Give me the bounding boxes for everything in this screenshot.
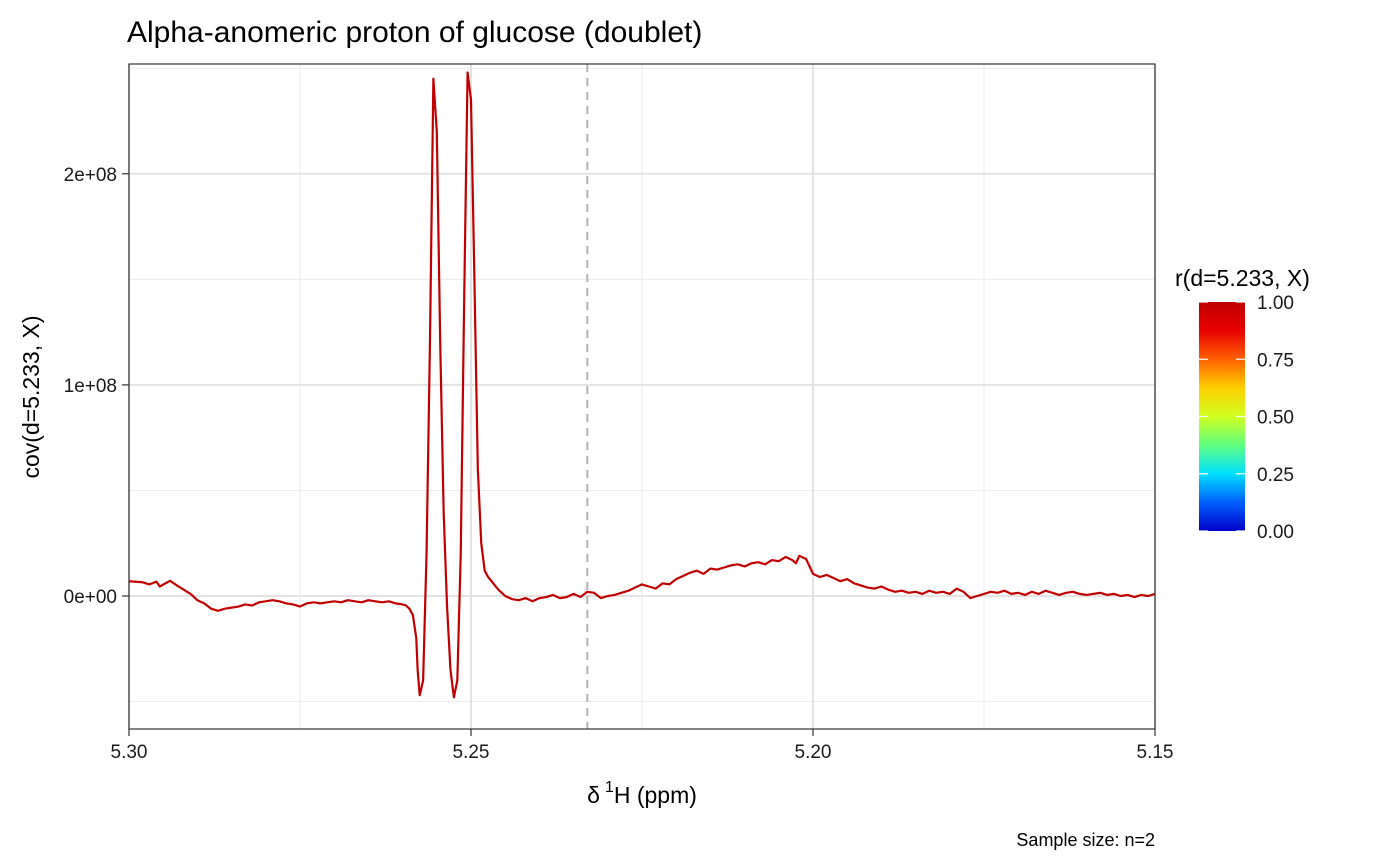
x-axis-ticks: 5.30 5.25 5.20 5.15 bbox=[111, 729, 1174, 763]
y-tick-label: 0e+00 bbox=[64, 587, 117, 608]
x-axis-title-rest: H (ppm) bbox=[614, 782, 697, 808]
x-axis-title: δ 1H (ppm) bbox=[587, 779, 697, 808]
legend-tick-label: 0.75 bbox=[1257, 350, 1294, 371]
legend-ticks: 1.00 0.75 0.50 0.25 0.00 bbox=[1199, 293, 1294, 543]
series-line-0 bbox=[129, 71, 1155, 699]
y-tick-label: 1e+08 bbox=[64, 376, 117, 397]
x-axis-title-superscript: 1 bbox=[605, 779, 614, 796]
legend-title: r(d=5.233, X) bbox=[1175, 265, 1310, 291]
x-axis-title-delta: δ bbox=[587, 782, 600, 808]
legend-tick-label: 0.25 bbox=[1257, 465, 1294, 486]
legend-tick-label: 0.00 bbox=[1257, 522, 1294, 543]
y-axis-ticks: 0e+00 1e+08 2e+08 bbox=[64, 165, 129, 608]
chart-caption: Sample size: n=2 bbox=[1016, 830, 1155, 850]
y-tick-label: 2e+08 bbox=[64, 165, 117, 186]
legend-tick-label: 1.00 bbox=[1257, 293, 1294, 314]
legend-tick-label: 0.50 bbox=[1257, 408, 1294, 429]
x-tick-label: 5.25 bbox=[453, 742, 490, 763]
series-group bbox=[129, 71, 1155, 699]
chart-title: Alpha-anomeric proton of glucose (double… bbox=[127, 16, 702, 49]
y-axis-title: cov(d=5.233, X) bbox=[18, 315, 44, 478]
x-tick-label: 5.20 bbox=[795, 742, 832, 763]
plot-panel-border bbox=[128, 63, 1156, 730]
x-tick-label: 5.15 bbox=[1137, 742, 1174, 763]
x-tick-label: 5.30 bbox=[111, 742, 148, 763]
